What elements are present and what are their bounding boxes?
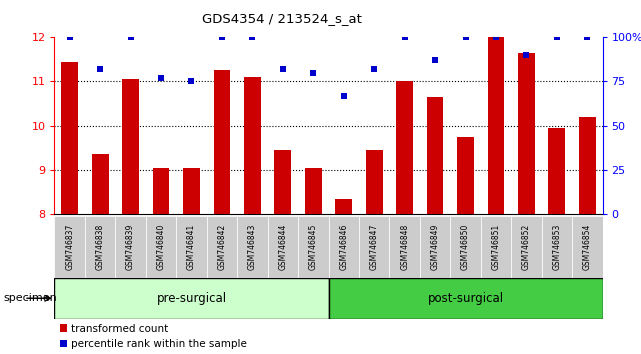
Bar <box>518 53 535 214</box>
Point <box>338 93 349 98</box>
Bar <box>511 216 542 278</box>
Text: GSM746848: GSM746848 <box>400 224 409 270</box>
Bar <box>572 216 603 278</box>
Point <box>217 34 227 40</box>
Bar <box>92 154 108 214</box>
Point <box>156 75 166 81</box>
Text: GSM746838: GSM746838 <box>96 224 104 270</box>
Bar <box>542 216 572 278</box>
Bar <box>427 97 444 214</box>
Bar <box>457 137 474 214</box>
Legend: transformed count, percentile rank within the sample: transformed count, percentile rank withi… <box>60 324 247 349</box>
Point <box>369 66 379 72</box>
Text: GSM746843: GSM746843 <box>248 224 257 270</box>
Point <box>65 34 75 40</box>
Bar <box>183 168 200 214</box>
Bar <box>115 216 146 278</box>
Bar <box>62 62 78 214</box>
Bar <box>328 278 603 319</box>
Bar <box>153 168 169 214</box>
Point <box>278 66 288 72</box>
Text: GSM746850: GSM746850 <box>461 224 470 270</box>
Point <box>126 34 136 40</box>
Text: GSM746854: GSM746854 <box>583 224 592 270</box>
Text: GSM746844: GSM746844 <box>278 224 287 270</box>
Bar <box>176 216 206 278</box>
Bar <box>244 77 261 214</box>
Point <box>399 34 410 40</box>
Point <box>521 52 531 58</box>
Text: GSM746845: GSM746845 <box>309 224 318 270</box>
Bar <box>213 70 230 214</box>
Point <box>95 66 105 72</box>
Point <box>582 34 592 40</box>
Bar <box>267 216 298 278</box>
Point <box>552 34 562 40</box>
Bar <box>122 79 139 214</box>
Bar <box>298 216 328 278</box>
Point <box>491 34 501 40</box>
Point <box>187 79 197 84</box>
Point <box>430 57 440 63</box>
Bar <box>481 216 511 278</box>
Bar <box>328 216 359 278</box>
Bar <box>54 278 328 319</box>
Text: GDS4354 / 213524_s_at: GDS4354 / 213524_s_at <box>202 12 362 25</box>
Text: GSM746841: GSM746841 <box>187 224 196 270</box>
Bar <box>579 117 595 214</box>
Bar <box>274 150 291 214</box>
Text: GSM746837: GSM746837 <box>65 224 74 270</box>
Bar <box>488 37 504 214</box>
Bar <box>420 216 450 278</box>
Bar <box>549 128 565 214</box>
Text: GSM746839: GSM746839 <box>126 224 135 270</box>
Bar <box>366 150 383 214</box>
Bar <box>237 216 268 278</box>
Text: GSM746846: GSM746846 <box>339 224 348 270</box>
Text: GSM746852: GSM746852 <box>522 224 531 270</box>
Text: GSM746853: GSM746853 <box>553 224 562 270</box>
Bar <box>396 81 413 214</box>
Text: GSM746851: GSM746851 <box>492 224 501 270</box>
Bar <box>206 216 237 278</box>
Text: GSM746847: GSM746847 <box>370 224 379 270</box>
Bar <box>85 216 115 278</box>
Bar <box>305 168 322 214</box>
Point <box>247 34 258 40</box>
Text: GSM746842: GSM746842 <box>217 224 226 270</box>
Bar <box>54 216 85 278</box>
Bar <box>335 199 352 214</box>
Point <box>460 34 470 40</box>
Bar <box>146 216 176 278</box>
Bar <box>359 216 389 278</box>
Text: pre-surgical: pre-surgical <box>156 292 226 305</box>
Point <box>308 70 319 75</box>
Text: specimen: specimen <box>3 293 57 303</box>
Bar <box>389 216 420 278</box>
Text: GSM746849: GSM746849 <box>431 224 440 270</box>
Text: post-surgical: post-surgical <box>428 292 504 305</box>
Text: GSM746840: GSM746840 <box>156 224 165 270</box>
Bar <box>450 216 481 278</box>
